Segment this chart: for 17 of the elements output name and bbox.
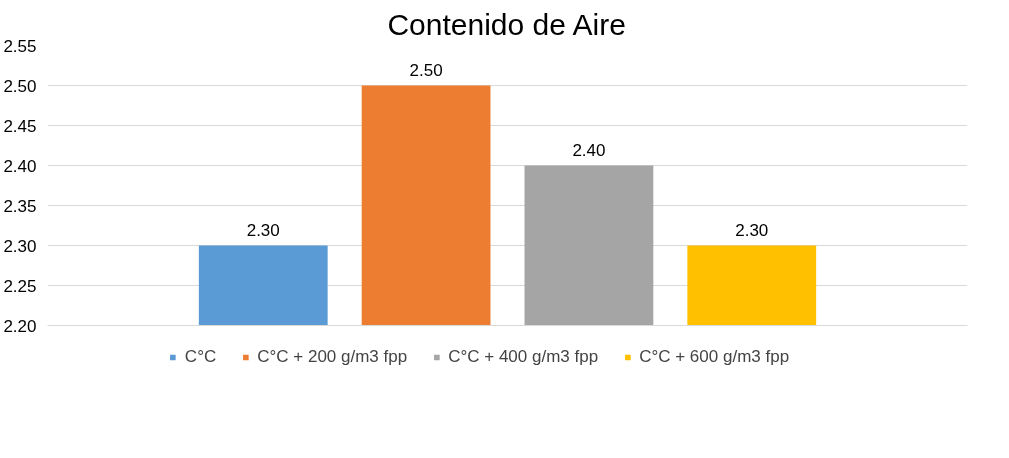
legend-label: C°C + 200 g/m3 fpp	[257, 347, 408, 367]
y-tick-label: 2.35	[3, 196, 37, 216]
y-tick-label: 2.30	[3, 236, 37, 256]
data-label: 2.30	[735, 220, 769, 240]
data-label: 2.50	[409, 60, 443, 80]
y-tick-label: 2.20	[3, 316, 37, 336]
y-tick-label: 2.40	[3, 156, 37, 176]
legend-label: C°C + 600 g/m3 fpp	[639, 347, 790, 367]
y-tick-label: 2.50	[3, 76, 37, 96]
y-tick-label: 2.45	[3, 116, 37, 136]
legend-label: C°C + 400 g/m3 fpp	[448, 347, 599, 367]
y-tick-label: 2.25	[3, 276, 37, 296]
data-label: 2.40	[572, 140, 606, 160]
y-tick-label: 2.55	[3, 36, 37, 56]
chart-title: Contenido de Aire	[387, 7, 626, 41]
legend-label: C°C	[184, 347, 217, 367]
data-label: 2.30	[246, 220, 280, 240]
